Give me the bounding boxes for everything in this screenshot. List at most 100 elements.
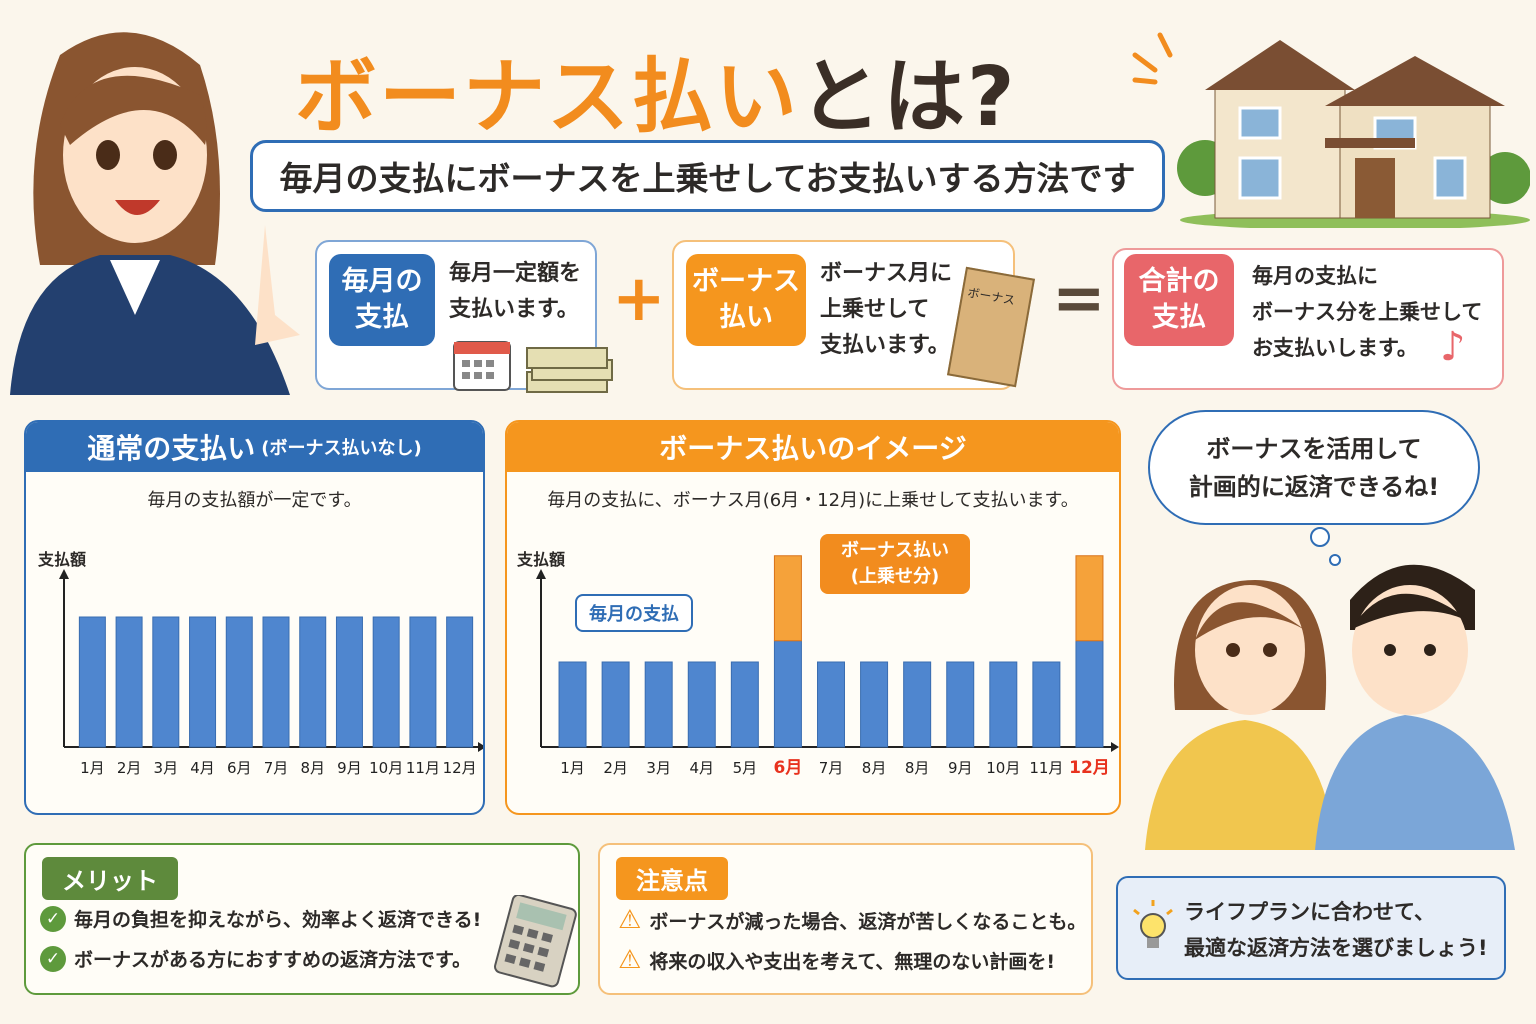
bar xyxy=(730,661,759,748)
x-tick-label: 4月 xyxy=(689,759,714,777)
panel-description: 毎月の支払に、ボーナス月(6月・12月)に上乗せして支払います。 xyxy=(547,490,1079,511)
x-tick-label: 9月 xyxy=(337,759,362,777)
bar xyxy=(372,616,400,748)
card-text: 毎月の支払に ボーナス分を上乗せして お支払いします。 xyxy=(1252,264,1483,360)
speech-bubble: ボーナスを活用して 計画的に返済できるね! xyxy=(1148,410,1480,525)
x-tick-label: 10月 xyxy=(369,759,403,777)
bar xyxy=(644,661,673,748)
x-tick-label: 3月 xyxy=(646,759,671,777)
sparkle-icon xyxy=(1132,32,1173,85)
bar xyxy=(152,616,180,748)
total-payment-card: 合計の 支払 毎月の支払に ボーナス分を上乗せして お支払いします。 ♪ xyxy=(1112,248,1504,390)
y-axis-label: 支払額 xyxy=(517,550,566,569)
x-tick-label: 2月 xyxy=(603,759,628,777)
caution-text: ボーナスが減った場合、返済が苦しくなることも。 xyxy=(649,910,1087,933)
x-tick-label: 9月 xyxy=(948,759,973,777)
panel-title: ボーナス払いのイメージ xyxy=(659,432,967,465)
calculator-icon xyxy=(494,895,577,988)
x-tick-label: 8月 xyxy=(300,759,325,777)
calendar-icon xyxy=(453,341,511,391)
bar xyxy=(262,616,290,748)
normal-payment-chart: 1月 2月 3月 4月 6月 7月 8月 9月 10月 11月 12月 xyxy=(59,569,483,777)
x-tick-label: 11月 xyxy=(406,759,440,777)
check-icon: ✓ xyxy=(40,905,66,932)
x-tick-label: 6月 xyxy=(774,758,803,778)
bar xyxy=(860,661,889,748)
monthly-callout: 毎月の支払 xyxy=(575,594,693,632)
warning-icon: ⚠ xyxy=(618,905,642,935)
panel-title-note: (ボーナス払いなし) xyxy=(261,438,422,459)
subtitle-banner: 毎月の支払にボーナスを上乗せしてお支払いする方法です xyxy=(250,140,1165,212)
bar xyxy=(299,616,327,748)
normal-payment-panel: 通常の支払い (ボーナス払いなし) 毎月の支払額が一定です。 支払額 1月 2月 3月… xyxy=(24,420,485,815)
bar xyxy=(335,616,363,748)
title-highlight: ボーナス払い xyxy=(295,50,800,145)
caution-text: 将来の収入や支出を考えて、無理のない計画を! xyxy=(649,950,1056,973)
x-tick-label: 7月 xyxy=(264,759,289,777)
bar xyxy=(1032,661,1061,748)
thought-dots xyxy=(1310,527,1341,566)
bar xyxy=(989,661,1018,748)
bar xyxy=(1075,640,1104,748)
x-tick-label: 7月 xyxy=(819,759,844,777)
card-tag: ボーナス 払い xyxy=(686,254,806,346)
x-tick-label: 11月 xyxy=(1029,759,1063,777)
plus-operator: + xyxy=(612,262,666,336)
monthly-payment-card: 毎月の 支払 毎月一定額を 支払います。 xyxy=(315,240,613,393)
x-tick-label: 1月 xyxy=(80,759,105,777)
envelope-label: ボーナス xyxy=(966,285,1017,308)
merit-text: 毎月の負担を抑えながら、効率よく返済できる! xyxy=(74,909,482,931)
panel-description: 毎月の支払額が一定です。 xyxy=(147,490,362,511)
x-tick-label: 5月 xyxy=(733,759,758,777)
panel-header: 通常の支払い (ボーナス払いなし) xyxy=(26,422,483,472)
panel-title: 通常の支払い xyxy=(87,432,256,465)
x-tick-label: 12月 xyxy=(1069,758,1110,778)
music-note-icon: ♪ xyxy=(1440,324,1466,370)
bar xyxy=(78,616,106,748)
x-axis-arrow xyxy=(1111,742,1119,752)
x-tick-label: 8月 xyxy=(862,759,887,777)
house-illustration xyxy=(1177,40,1530,228)
x-tick-label: 6月 xyxy=(227,759,252,777)
x-tick-label: 12月 xyxy=(443,759,477,777)
bar xyxy=(115,616,143,748)
card-text: ボーナス月に 上乗せして 支払います。 xyxy=(820,261,953,358)
tip-text: ライフプランに合わせて、 最適な返済方法を選びましょう! xyxy=(1184,900,1488,960)
bar xyxy=(446,616,474,748)
x-tick-label: 3月 xyxy=(154,759,179,777)
bar xyxy=(225,616,253,748)
bar xyxy=(409,616,437,748)
x-tick-label: 2月 xyxy=(117,759,142,777)
title-rest: とは? xyxy=(799,50,1017,145)
bonus-bar xyxy=(1075,555,1104,642)
panel-header: ボーナス払いのイメージ xyxy=(507,422,1119,472)
merit-text: ボーナスがある方におすすめの返済方法です。 xyxy=(74,949,472,971)
bar xyxy=(687,661,716,748)
bar xyxy=(903,661,932,748)
merit-box: メリット ✓ 毎月の負担を抑えながら、効率よく返済できる! ✓ ボーナスがある方にお… xyxy=(24,843,580,995)
y-axis-arrow xyxy=(536,569,546,579)
bar xyxy=(817,661,845,748)
y-axis-label: 支払額 xyxy=(38,550,87,569)
bonus-payment-chart: 1月 2月 3月 4月 5月 6月 7月 8月 8月 9月 10月 11月 12月 xyxy=(536,555,1119,778)
x-axis-arrow xyxy=(478,742,483,752)
lightbulb-icon xyxy=(1133,900,1173,948)
x-tick-label: 1月 xyxy=(560,759,585,777)
bonus-payment-card: ボーナス 払い ボーナス月に 上乗せして 支払います。 ボーナス xyxy=(672,240,1036,390)
y-axis-arrow xyxy=(59,569,69,579)
caution-tag: 注意点 xyxy=(616,857,728,900)
equals-operator: = xyxy=(1052,262,1106,336)
couple-illustration xyxy=(1145,564,1515,850)
caution-item: ⚠ ボーナスが減った場合、返済が苦しくなることも。 xyxy=(618,905,1086,935)
merit-tag: メリット xyxy=(42,857,178,900)
bar xyxy=(946,661,975,748)
x-tick-label: 8月 xyxy=(905,759,930,777)
woman-illustration xyxy=(10,32,300,395)
tip-box: ライフプランに合わせて、 最適な返済方法を選びましょう! xyxy=(1116,876,1506,980)
check-icon: ✓ xyxy=(40,945,66,972)
bar xyxy=(558,661,587,748)
bar xyxy=(189,616,217,748)
x-tick-label: 4月 xyxy=(190,759,215,777)
bar xyxy=(773,640,802,748)
merit-item: ✓ 毎月の負担を抑えながら、効率よく返済できる! xyxy=(40,905,481,932)
